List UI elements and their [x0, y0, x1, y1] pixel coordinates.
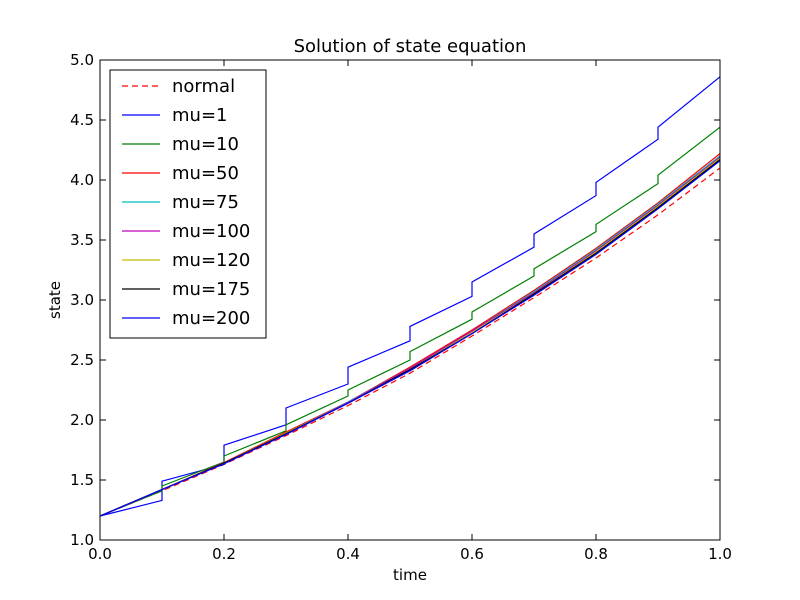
legend-label: mu=50	[172, 163, 239, 184]
y-tick-label: 3.0	[70, 291, 94, 309]
legend-label: mu=1	[172, 105, 227, 126]
legend-label: mu=175	[172, 279, 250, 300]
legend-label: mu=200	[172, 308, 250, 329]
legend-label: mu=75	[172, 192, 239, 213]
legend-label: mu=120	[172, 250, 250, 271]
legend: normal mu=1 mu=10 mu=50 mu=75 mu=100 mu=120 mu=…	[109, 69, 267, 339]
y-axis-label: state	[46, 281, 64, 319]
y-tick-label: 1.5	[70, 471, 94, 489]
x-tick-label: 0.4	[336, 545, 360, 563]
chart-title: Solution of state equation	[294, 36, 527, 57]
legend-label: normal	[172, 76, 235, 97]
y-tick-label: 5.0	[70, 51, 94, 69]
legend-label: mu=100	[172, 221, 250, 242]
x-tick-label: 0.8	[584, 545, 608, 563]
series-layer	[99, 76, 721, 517]
x-tick-label: 1.0	[708, 545, 732, 563]
y-tick-label: 4.5	[70, 111, 94, 129]
y-tick-label: 2.5	[70, 351, 94, 369]
series-line-mu-10	[99, 126, 721, 517]
y-tick-label: 4.0	[70, 171, 94, 189]
series-line-normal	[99, 167, 721, 517]
y-tick-label: 3.5	[70, 231, 94, 249]
y-tick-label: 2.0	[70, 411, 94, 429]
x-tick-label: 0.6	[460, 545, 484, 563]
series-line-mu-200	[99, 160, 721, 517]
y-tick-label: 1.0	[70, 531, 94, 549]
x-tick-label: 0.2	[212, 545, 236, 563]
x-axis-label: time	[393, 566, 427, 584]
x-tick-label: 0.0	[88, 545, 112, 563]
legend-label: mu=10	[172, 134, 239, 155]
ticks-layer: 0.0 0.2 0.4 0.6 0.8 1.0 1.0 1.5 2.0 2.5 3.0 3.5 4.0 4…	[70, 51, 732, 563]
